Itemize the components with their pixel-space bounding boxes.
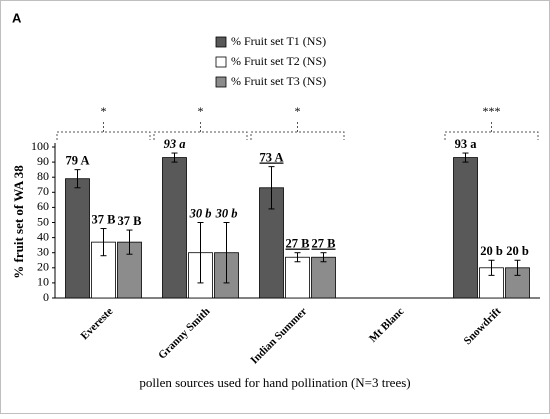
error-bar: [74, 169, 81, 189]
legend-label: % Fruit set T1 (NS): [231, 34, 326, 48]
value-label: 93 a: [455, 137, 478, 151]
error-bar: [197, 222, 204, 284]
legend-label: % Fruit set T3 (NS): [231, 74, 326, 88]
significance-bracket: [56, 120, 151, 140]
y-tick-label: 100: [31, 139, 49, 153]
bar: [117, 241, 142, 299]
error-bar: [294, 252, 301, 263]
y-tick-label: 60: [37, 199, 49, 213]
y-tick-label: 0: [43, 290, 49, 304]
error-bar: [488, 259, 495, 276]
significance-label: *: [101, 104, 107, 118]
value-label: 93 a: [164, 137, 186, 151]
significance-label: *: [295, 104, 301, 118]
y-tick-label: 70: [37, 184, 49, 198]
legend-swatch: [215, 76, 227, 88]
bar: [65, 178, 90, 299]
legend-swatch: [215, 56, 227, 68]
value-label: 79 A: [66, 154, 90, 168]
significance-bracket: [153, 120, 248, 140]
y-tick-label: 50: [37, 214, 49, 228]
error-bar: [514, 259, 521, 276]
value-label: 20 b: [506, 244, 529, 258]
y-tick-label: 80: [37, 169, 49, 183]
error-bar: [320, 252, 327, 263]
error-bar: [100, 228, 107, 257]
error-bar: [126, 229, 133, 255]
significance-label: ***: [483, 104, 501, 118]
error-bar: [462, 152, 469, 163]
value-label: 27 B: [312, 237, 336, 251]
y-tick-label: 90: [37, 154, 49, 168]
y-axis-label: % fruit set of WA 38: [11, 165, 26, 279]
y-tick-label: 20: [37, 260, 49, 274]
legend-label: % Fruit set T2 (NS): [231, 54, 326, 68]
value-label: 73 A: [260, 151, 284, 165]
bar: [453, 157, 478, 299]
significance-bracket: [444, 120, 539, 140]
value-label: 30 b: [215, 206, 238, 220]
value-label: 37 B: [92, 212, 116, 226]
y-tick-label: 40: [37, 229, 49, 243]
y-tick-label: 30: [37, 244, 49, 258]
significance-bracket: [250, 120, 345, 140]
error-bar: [171, 152, 178, 163]
y-tick-label: 10: [37, 275, 49, 289]
bar: [311, 256, 336, 299]
panel-label: A: [12, 10, 22, 25]
bar: [285, 256, 310, 299]
error-bar: [268, 166, 275, 210]
error-bar: [223, 222, 230, 284]
value-label: 37 B: [118, 214, 142, 228]
bar: [162, 157, 187, 299]
value-label: 20 b: [480, 244, 503, 258]
significance-label: *: [198, 104, 204, 118]
value-label: 27 B: [286, 237, 310, 251]
legend-swatch: [215, 36, 227, 48]
x-axis-label: pollen sources used for hand pollination…: [139, 375, 410, 390]
value-label: 30 b: [189, 206, 212, 220]
